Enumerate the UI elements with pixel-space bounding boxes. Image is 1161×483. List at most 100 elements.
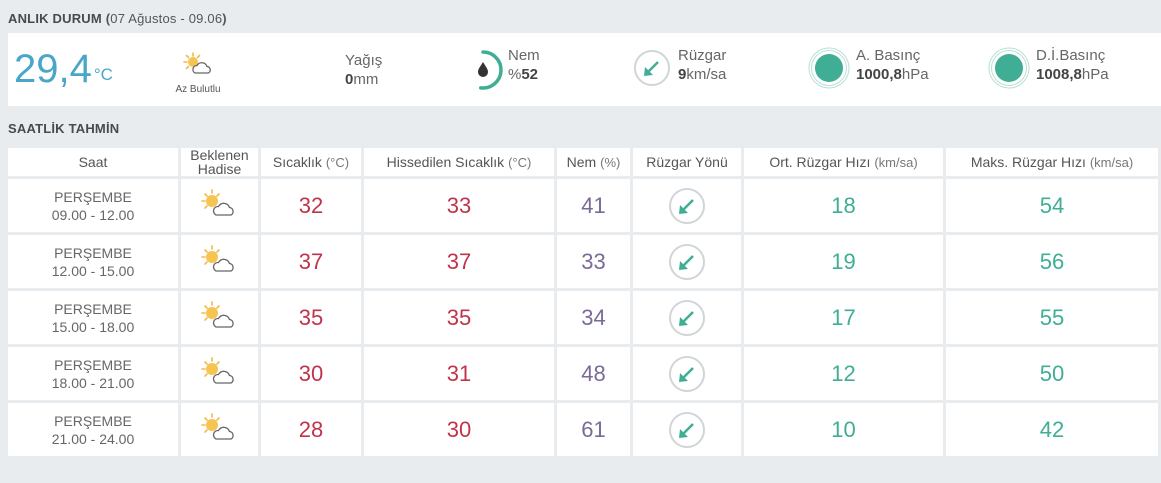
cell-time: PERŞEMBE 18.00 - 21.00 xyxy=(8,347,178,400)
row-avg-wind: 18 xyxy=(831,192,856,218)
cell-condition xyxy=(181,347,258,400)
col-header-condition: Beklenen Hadise xyxy=(181,148,258,176)
current-temperature: 29,4 °C xyxy=(14,47,113,91)
col-header-humidity: Nem (%) xyxy=(557,148,630,176)
col-header-condition-line2: Hadise xyxy=(197,161,242,177)
current-conditions-panel: 29,4 °C Az Bulutlu Yağış 0mm Nem %52 xyxy=(8,33,1161,106)
row-day: PERŞEMBE xyxy=(54,356,132,373)
cell-temp: 28 xyxy=(261,403,361,456)
sea-pressure-label: D.İ.Basınç xyxy=(1036,47,1106,64)
cell-wind-dir xyxy=(633,403,741,456)
cell-max-wind: 42 xyxy=(946,403,1158,456)
cell-wind-dir xyxy=(633,291,741,344)
row-feels: 30 xyxy=(446,416,472,442)
row-avg-wind: 10 xyxy=(831,416,856,442)
row-avg-wind: 19 xyxy=(831,248,856,274)
row-feels: 31 xyxy=(446,360,472,386)
col-header-humidity-label: Nem xyxy=(566,153,597,170)
col-header-humidity-unit: (%) xyxy=(600,154,621,170)
row-temp: 32 xyxy=(298,192,324,218)
wind-direction-icon xyxy=(669,355,705,392)
partly-cloudy-icon xyxy=(200,301,234,328)
col-header-feels: Hissedilen Sıcaklık (°C) xyxy=(364,148,554,176)
cell-humidity: 41 xyxy=(557,179,630,232)
row-avg-wind: 12 xyxy=(831,360,856,386)
row-feels: 35 xyxy=(446,304,472,330)
row-feels: 37 xyxy=(446,248,472,274)
col-header-feels-label: Hissedilen Sıcaklık xyxy=(386,153,505,170)
row-feels: 33 xyxy=(446,192,472,218)
cell-wind-dir xyxy=(633,235,741,288)
col-header-temp: Sıcaklık (°C) xyxy=(261,148,361,176)
wind-direction-icon xyxy=(634,50,670,86)
row-day: PERŞEMBE xyxy=(54,244,132,261)
row-avg-wind: 17 xyxy=(831,304,856,330)
row-day: PERŞEMBE xyxy=(54,300,132,317)
col-header-avg-wind-unit: (km/sa) xyxy=(874,154,918,170)
row-time-range: 12.00 - 15.00 xyxy=(51,262,135,279)
col-header-temp-unit: (°C) xyxy=(325,154,350,170)
cell-humidity: 61 xyxy=(557,403,630,456)
wind-stat: Rüzgar 9km/sa xyxy=(678,47,726,85)
table-row: PERŞEMBE 12.00 - 15.00 37 37 33 xyxy=(8,235,1158,288)
col-header-max-wind-unit: (km/sa) xyxy=(1089,154,1134,170)
humidity-stat: Nem %52 xyxy=(508,47,540,85)
partly-cloudy-icon xyxy=(183,52,211,74)
row-time-range: 21.00 - 24.00 xyxy=(51,430,135,447)
cell-humidity: 33 xyxy=(557,235,630,288)
wind-label: Rüzgar xyxy=(678,47,727,64)
table-row: PERŞEMBE 21.00 - 24.00 28 30 61 xyxy=(8,403,1158,456)
partly-cloudy-icon xyxy=(200,413,234,440)
col-header-wind-dir: Rüzgar Yönü xyxy=(633,148,741,176)
cell-feels: 30 xyxy=(364,403,554,456)
cell-condition xyxy=(181,179,258,232)
precipitation-stat: Yağış 0mm xyxy=(345,52,382,90)
cell-max-wind: 56 xyxy=(946,235,1158,288)
cell-condition xyxy=(181,291,258,344)
cell-condition xyxy=(181,403,258,456)
hourly-forecast-table: Saat Beklenen Hadise Sıcaklık (°C) Hissed… xyxy=(5,145,1161,459)
wind-direction-icon xyxy=(669,243,705,280)
cell-avg-wind: 17 xyxy=(744,291,943,344)
row-temp: 28 xyxy=(298,416,324,442)
col-header-temp-label: Sıcaklık xyxy=(272,153,322,170)
cell-temp: 37 xyxy=(261,235,361,288)
wind-direction-icon xyxy=(669,411,705,448)
cell-feels: 31 xyxy=(364,347,554,400)
precip-label: Yağış xyxy=(345,52,383,69)
row-humidity: 33 xyxy=(581,248,606,274)
current-title-label: ANLIK DURUM xyxy=(8,11,102,26)
cell-time: PERŞEMBE 12.00 - 15.00 xyxy=(8,235,178,288)
col-header-wind-dir-label: Rüzgar Yönü xyxy=(646,154,728,170)
row-max-wind: 54 xyxy=(1039,192,1065,218)
sea-pressure-icon xyxy=(988,47,1030,89)
cell-condition xyxy=(181,235,258,288)
table-row: PERŞEMBE 09.00 - 12.00 32 33 41 xyxy=(8,179,1158,232)
current-temperature-value: 29,4 xyxy=(14,47,92,91)
col-header-max-wind-label: Maks. Rüzgar Hızı xyxy=(970,153,1086,170)
col-header-condition-line1: Beklenen xyxy=(190,147,249,163)
row-temp: 35 xyxy=(298,304,324,330)
pressure-stat: A. Basınç 1000,8hPa xyxy=(856,47,929,85)
cell-max-wind: 54 xyxy=(946,179,1158,232)
cell-temp: 32 xyxy=(261,179,361,232)
humidity-gauge-icon xyxy=(478,50,503,90)
current-condition: Az Bulutlu xyxy=(173,51,223,95)
row-temp: 30 xyxy=(298,360,324,386)
temperature-unit: °C xyxy=(93,65,113,84)
cell-time: PERŞEMBE 09.00 - 12.00 xyxy=(8,179,178,232)
row-humidity: 41 xyxy=(581,192,606,218)
wind-direction-icon xyxy=(669,187,705,224)
col-header-time-label: Saat xyxy=(78,154,108,170)
row-max-wind: 50 xyxy=(1039,360,1065,386)
row-max-wind: 42 xyxy=(1039,416,1065,442)
row-humidity: 48 xyxy=(581,360,606,386)
cell-wind-dir xyxy=(633,347,741,400)
col-header-time: Saat xyxy=(8,148,178,176)
row-time-range: 18.00 - 21.00 xyxy=(51,374,135,391)
col-header-feels-unit: (°C) xyxy=(508,154,532,170)
wind-value: 9 xyxy=(678,66,687,83)
cell-humidity: 34 xyxy=(557,291,630,344)
row-max-wind: 55 xyxy=(1039,304,1065,330)
wind-unit: km/sa xyxy=(686,66,727,83)
